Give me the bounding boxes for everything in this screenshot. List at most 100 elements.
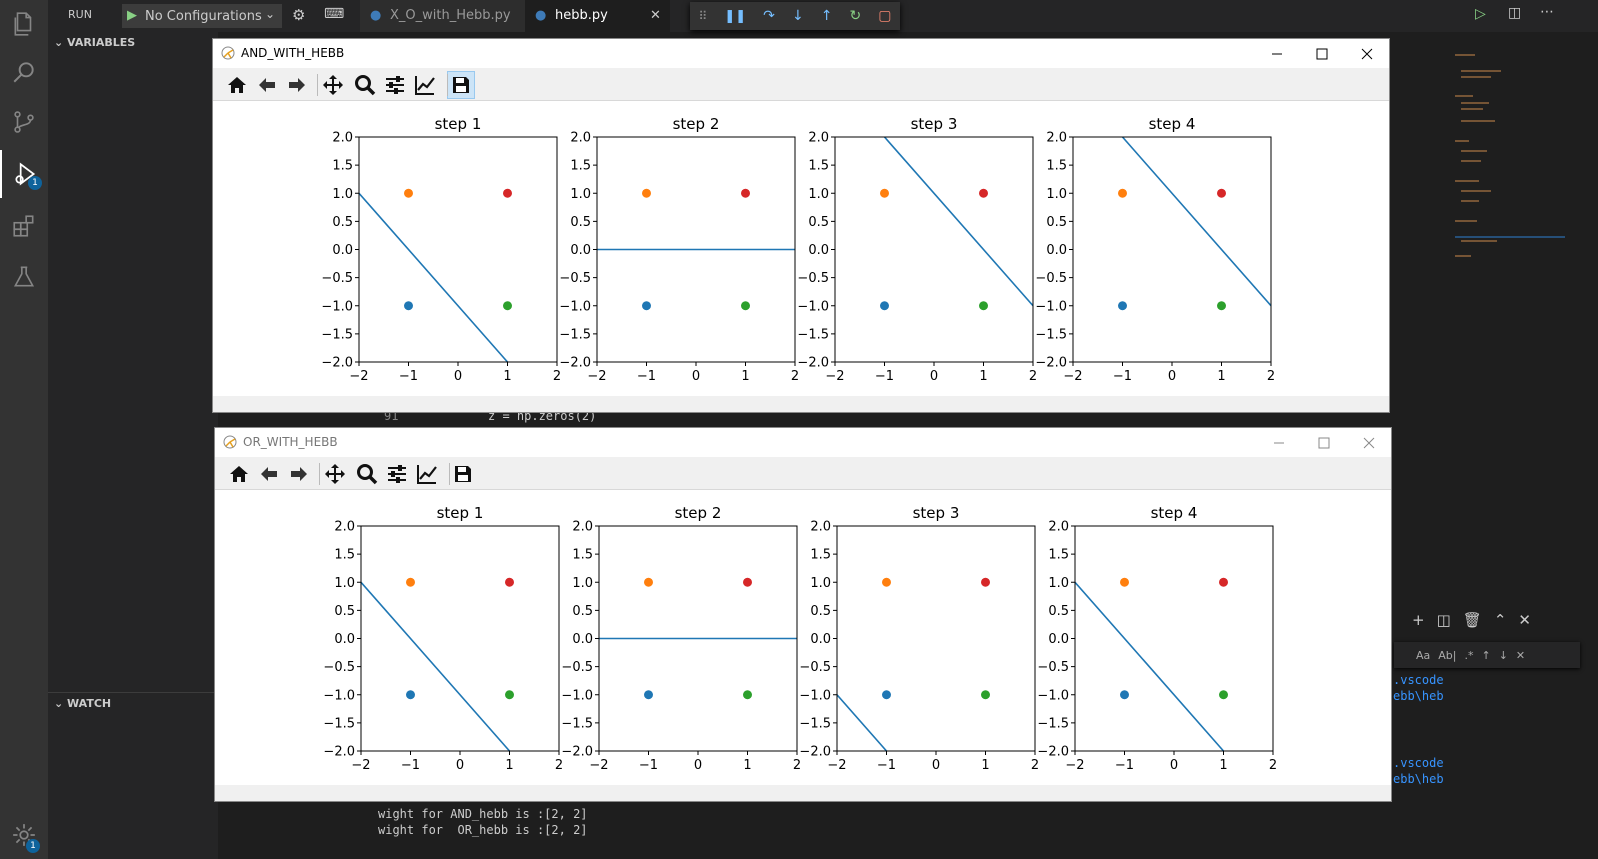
config-dropdown[interactable]: ▶ No Configurations ⌄	[122, 4, 282, 28]
data-point	[404, 301, 413, 311]
extensions-icon[interactable]	[0, 202, 48, 250]
whole-word-icon[interactable]: Ab|	[1438, 648, 1457, 662]
data-point	[979, 301, 988, 311]
y-tick-label: −1.0	[797, 299, 829, 314]
save-icon[interactable]	[449, 460, 477, 488]
minimap[interactable]	[1455, 50, 1565, 280]
x-tick-label: 1	[743, 758, 751, 773]
stop-icon[interactable]: ▢	[878, 8, 892, 24]
maximize-icon[interactable]	[1301, 428, 1346, 457]
restart-icon[interactable]: ↻	[849, 8, 862, 24]
subplot-2: step 2 −2 −1 0 1 2 2.0 1.5 1.0 0.5 0.0 −0.5 −1.0 −1.5…	[561, 504, 801, 773]
data-point	[642, 301, 651, 311]
gear-icon[interactable]: ⚙	[292, 6, 306, 24]
step-out-icon[interactable]: ↑	[820, 8, 833, 24]
explorer-icon[interactable]	[0, 0, 48, 48]
save-icon[interactable]	[447, 71, 475, 99]
close-icon[interactable]	[1344, 39, 1389, 68]
testing-icon[interactable]	[0, 253, 48, 301]
drag-handle-icon[interactable]: ⠿	[698, 9, 708, 23]
close-icon[interactable]: ✕	[1518, 611, 1531, 629]
tab-hebb-py[interactable]: ● hebb.py ✕	[525, 0, 670, 32]
variables-section-header[interactable]: ⌄ VARIABLES	[48, 32, 218, 54]
trash-icon[interactable]: 🗑	[1462, 611, 1482, 629]
x-tick-label: 0	[1168, 369, 1176, 384]
zoom-icon[interactable]	[353, 460, 381, 488]
y-tick-label: 0.0	[1046, 243, 1067, 258]
figure-statusbar	[215, 785, 1391, 801]
y-tick-label: −1.5	[323, 716, 355, 731]
settings-badge: 1	[26, 839, 40, 853]
data-point	[741, 188, 750, 198]
y-tick-label: 2.0	[572, 520, 593, 535]
minimize-icon[interactable]	[1254, 39, 1299, 68]
pause-icon[interactable]: ❚❚	[724, 8, 747, 24]
zoom-icon[interactable]	[351, 71, 379, 99]
split-terminal-icon[interactable]: ◫	[1436, 611, 1451, 629]
previous-match-icon[interactable]: ↑	[1481, 648, 1491, 662]
terminal-path-fragment: ebb\heb	[1393, 772, 1444, 786]
source-control-icon[interactable]	[0, 98, 48, 146]
step-into-icon[interactable]: ↓	[791, 8, 804, 24]
debug-badge: 1	[28, 176, 42, 190]
figure-window-or[interactable]: OR_WITH_HEBB step 1 −2 −1 0 1 2 2.0 1.5 1.0 0.5 0.…	[214, 427, 1392, 802]
x-tick-label: 1	[981, 758, 989, 773]
y-tick-label: 1.5	[572, 548, 593, 563]
search-icon[interactable]	[0, 48, 48, 96]
x-tick-label: 2	[553, 369, 561, 384]
figure-canvas[interactable]: step 1 −2 −1 0 1 2 2.0 1.5 1.0 0.5 0.0 −0.5 −1.0 −1.5…	[215, 491, 1391, 821]
home-icon[interactable]	[223, 71, 251, 99]
y-tick-label: 1.0	[572, 576, 593, 591]
y-tick-label: −1.5	[1037, 716, 1069, 731]
window-titlebar[interactable]: AND_WITH_HEBB	[213, 39, 1389, 68]
maximize-icon[interactable]	[1299, 39, 1344, 68]
forward-arrow-icon[interactable]	[285, 460, 313, 488]
figure-canvas[interactable]: step 1 −2 −1 0 1 2 2.0 1.5 1.0 0.5 0.0 −0.5 −1.0 −1.5…	[213, 102, 1389, 432]
home-icon[interactable]	[225, 460, 253, 488]
next-match-icon[interactable]: ↓	[1498, 648, 1508, 662]
back-arrow-icon[interactable]	[253, 71, 281, 99]
back-arrow-icon[interactable]	[255, 460, 283, 488]
y-tick-label: 2.0	[810, 520, 831, 535]
split-editor-icon[interactable]: ◫	[1508, 5, 1522, 21]
match-case-icon[interactable]: Aa	[1416, 648, 1431, 662]
y-tick-label: 2.0	[334, 520, 355, 535]
data-point	[1120, 577, 1129, 587]
x-tick-label: −2	[349, 369, 368, 384]
terminal-output-line: wight for OR_hebb is :[2, 2]	[378, 823, 588, 837]
y-tick-label: −0.5	[323, 660, 355, 675]
regex-icon[interactable]: .*	[1464, 648, 1474, 662]
close-icon[interactable]	[1346, 428, 1391, 457]
step-over-icon[interactable]: ↷	[763, 8, 775, 24]
y-tick-label: −1.0	[321, 299, 353, 314]
edit-axes-icon[interactable]	[413, 460, 441, 488]
figure-toolbar	[213, 68, 1389, 101]
new-terminal-icon[interactable]: +	[1412, 611, 1425, 629]
configure-subplots-icon[interactable]	[383, 460, 411, 488]
forward-arrow-icon[interactable]	[283, 71, 311, 99]
x-tick-label: −1	[1115, 758, 1134, 773]
run-debug-icon[interactable]: 1	[0, 150, 48, 198]
watch-section-header[interactable]: ⌄ WATCH	[48, 692, 218, 714]
start-debug-icon[interactable]: ▶	[127, 8, 137, 23]
window-titlebar[interactable]: OR_WITH_HEBB	[215, 428, 1391, 457]
pan-icon[interactable]	[319, 71, 347, 99]
close-icon[interactable]: ✕	[650, 8, 661, 23]
edit-axes-icon[interactable]	[411, 71, 439, 99]
y-tick-label: 0.5	[332, 215, 353, 230]
y-tick-label: −1.0	[559, 299, 591, 314]
chevron-up-icon[interactable]: ⌃	[1493, 611, 1507, 629]
data-point	[981, 690, 990, 700]
figure-window-and[interactable]: AND_WITH_HEBB step 1 −2 −1 0 1 2 2.0 1.5 1.0 0.5 0…	[212, 38, 1390, 413]
debug-console-icon[interactable]: ⌨	[324, 6, 345, 22]
data-point	[505, 690, 514, 700]
configure-subplots-icon[interactable]	[381, 71, 409, 99]
minimize-icon[interactable]	[1256, 428, 1301, 457]
more-actions-icon[interactable]: ⋯	[1540, 4, 1554, 20]
close-icon[interactable]: ✕	[1515, 648, 1526, 662]
settings-gear-icon[interactable]: 1	[0, 811, 48, 859]
toolbar-separator	[449, 463, 450, 485]
run-file-icon[interactable]: ▷	[1475, 6, 1486, 22]
tab-x-o-with-hebb[interactable]: ● X_O_with_Hebb.py	[360, 0, 525, 32]
pan-icon[interactable]	[321, 460, 349, 488]
